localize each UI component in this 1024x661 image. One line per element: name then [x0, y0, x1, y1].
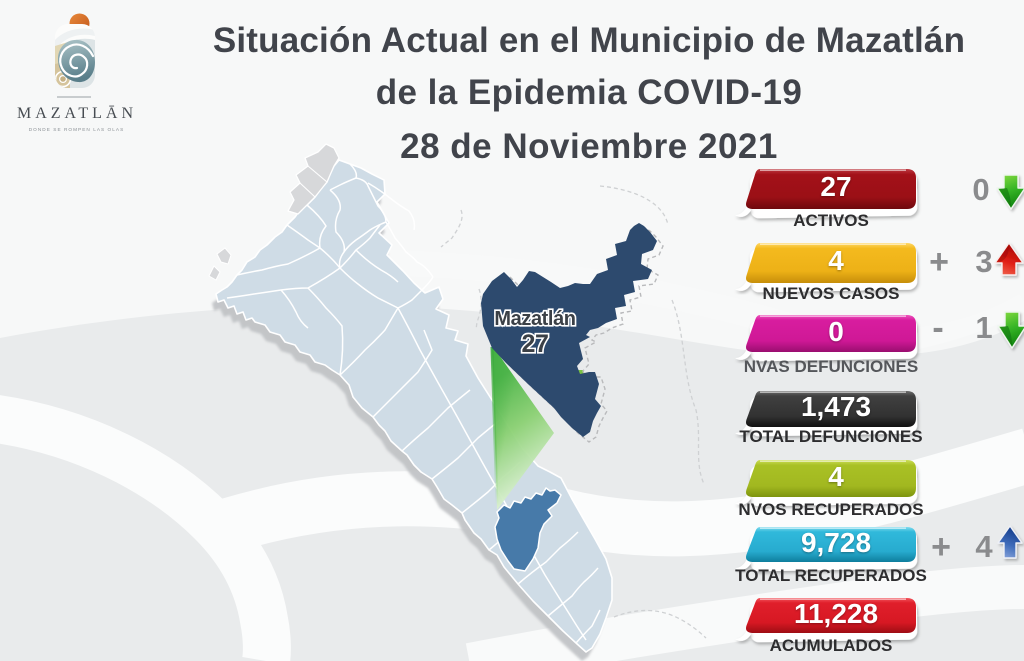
svg-text:Mazatlán: Mazatlán: [494, 308, 575, 330]
svg-text:DONDE SE ROMPEN LAS OLAS: DONDE SE ROMPEN LAS OLAS: [29, 127, 125, 132]
svg-text:MAZATLĀN: MAZATLĀN: [17, 105, 137, 122]
svg-text:27: 27: [521, 330, 548, 358]
